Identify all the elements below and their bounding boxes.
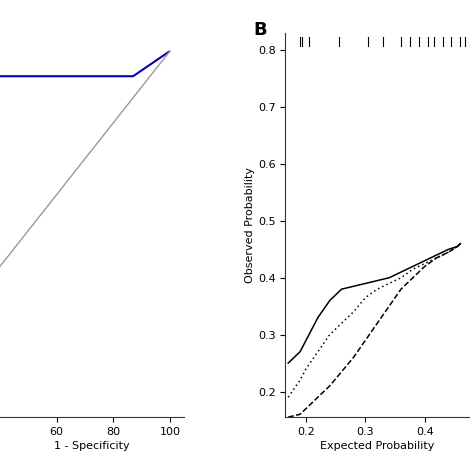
X-axis label: 1 - Specificity: 1 - Specificity — [54, 441, 130, 451]
Y-axis label: Observed Probability: Observed Probability — [245, 167, 255, 283]
X-axis label: Expected Probability: Expected Probability — [320, 441, 435, 451]
Text: B: B — [254, 21, 267, 39]
